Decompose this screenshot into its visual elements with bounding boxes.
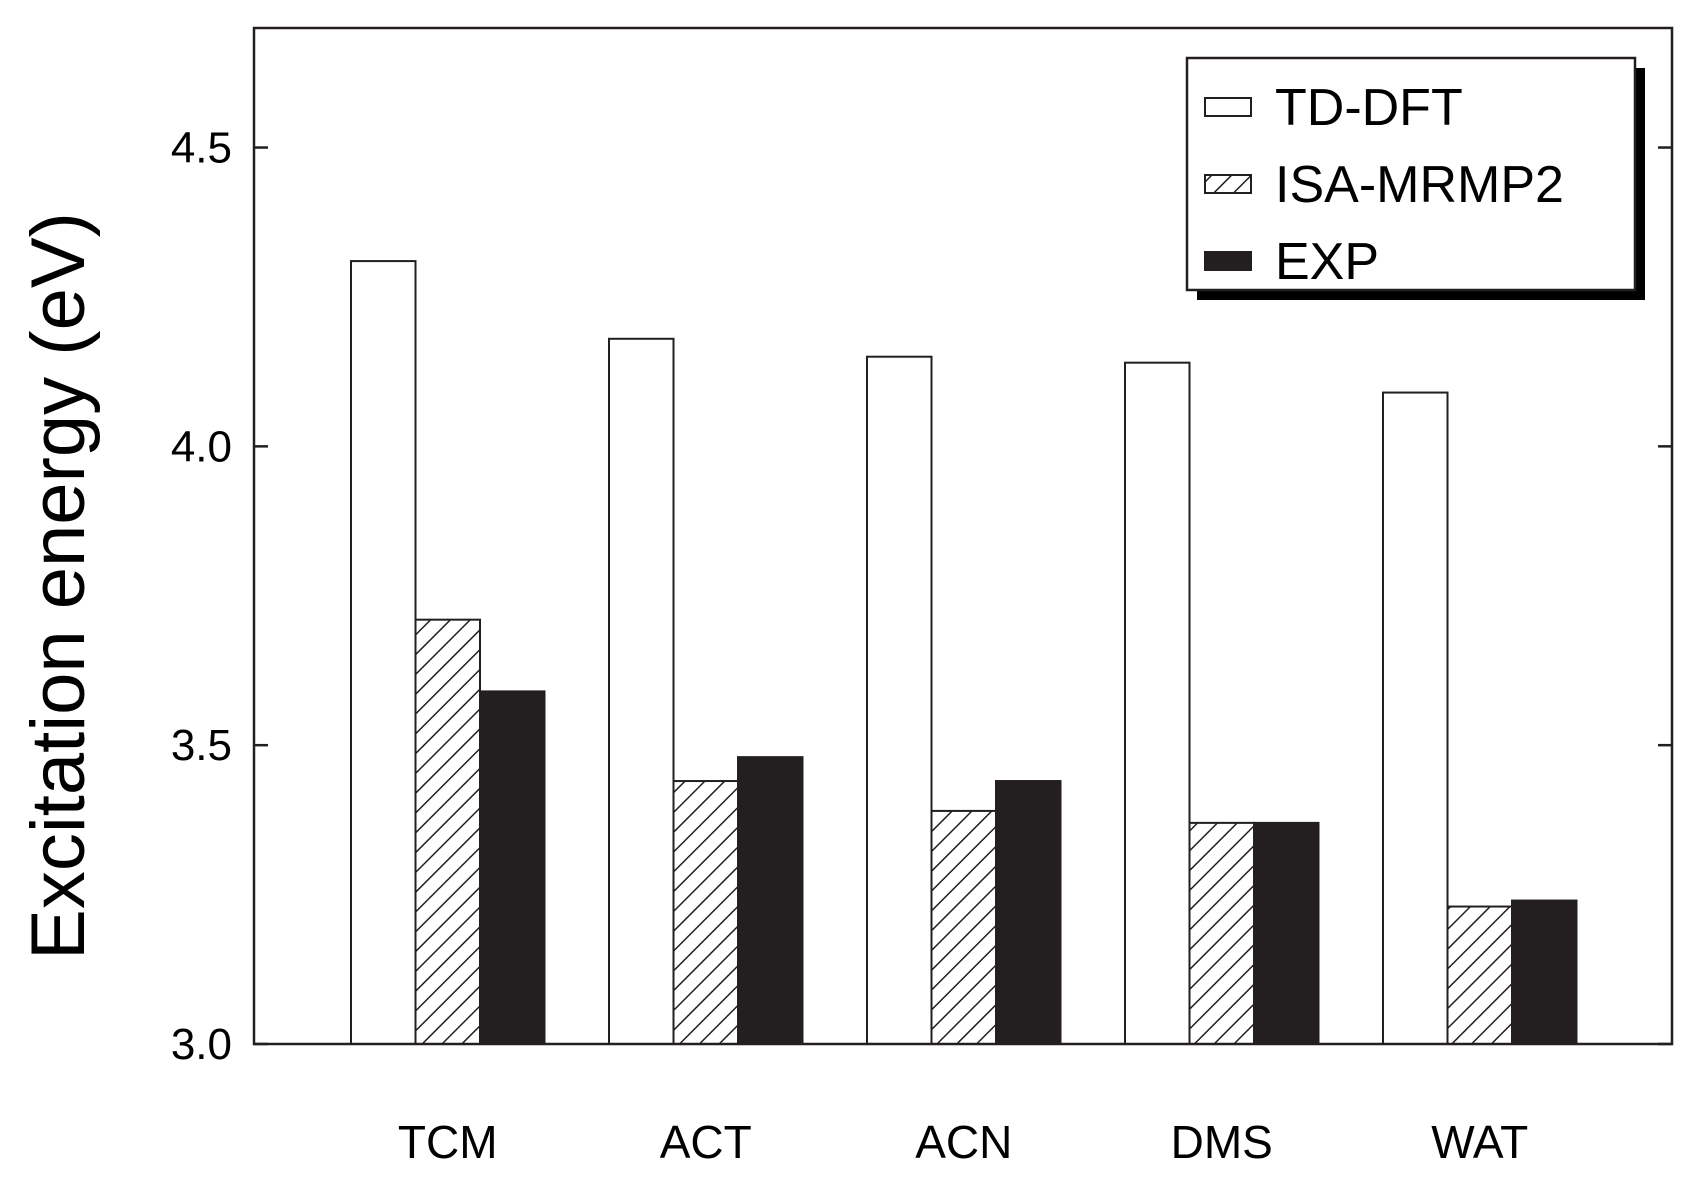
bar-isa-mrmp2-dms (1188, 821, 1255, 1046)
bar-td-dft-act (608, 337, 675, 1045)
legend-label-isa-mrmp2: ISA-MRMP2 (1275, 156, 1564, 214)
bar-exp-acn (995, 780, 1062, 1045)
bar-isa-mrmp2-acn (930, 809, 997, 1046)
legend-label-exp: EXP (1275, 233, 1379, 291)
legend-swatch-td-dft (1204, 97, 1252, 117)
axes-layer (252, 26, 1674, 1046)
y-tick-label: 4.0 (171, 422, 232, 471)
y-tick-label: 3.0 (171, 1020, 232, 1069)
bar-td-dft-wat (1382, 391, 1449, 1045)
y-tick-label: 3.5 (171, 721, 232, 770)
y-tick-label: 4.5 (171, 124, 232, 173)
x-category-label: ACN (915, 1116, 1012, 1168)
y-axis-label: Excitation energy (eV) (16, 212, 101, 960)
bar-exp-tcm (479, 690, 546, 1045)
legend-box (1185, 56, 1637, 292)
bar-isa-mrmp2-wat (1446, 905, 1513, 1046)
x-category-label: ACT (660, 1116, 752, 1168)
bar-td-dft-tcm (350, 260, 417, 1046)
bar-isa-mrmp2-tcm (414, 618, 481, 1045)
bar-exp-act (737, 756, 804, 1045)
legend-label-td-dft: TD-DFT (1275, 79, 1463, 137)
bar-td-dft-dms (1124, 361, 1191, 1045)
x-category-label: TCM (398, 1116, 498, 1168)
bar-exp-dms (1253, 821, 1320, 1046)
bar-td-dft-acn (866, 355, 933, 1045)
bar-isa-mrmp2-act (672, 780, 739, 1045)
ticks-layer (254, 146, 1672, 1046)
legend-swatch-exp (1204, 251, 1252, 271)
legend-swatch-isa-mrmp2 (1204, 174, 1252, 194)
x-category-label: DMS (1171, 1116, 1273, 1168)
legend: TD-DFT ISA-MRMP2 EXP (1185, 56, 1645, 300)
bar-exp-wat (1511, 899, 1578, 1045)
labels-layer: 3.0 3.5 4.0 4.5 TCM ACT ACN DMS WAT Excitation en… (16, 124, 1528, 1168)
bars-layer (350, 260, 1578, 1046)
plot-frame (252, 26, 1674, 1046)
x-category-label: WAT (1431, 1116, 1528, 1168)
